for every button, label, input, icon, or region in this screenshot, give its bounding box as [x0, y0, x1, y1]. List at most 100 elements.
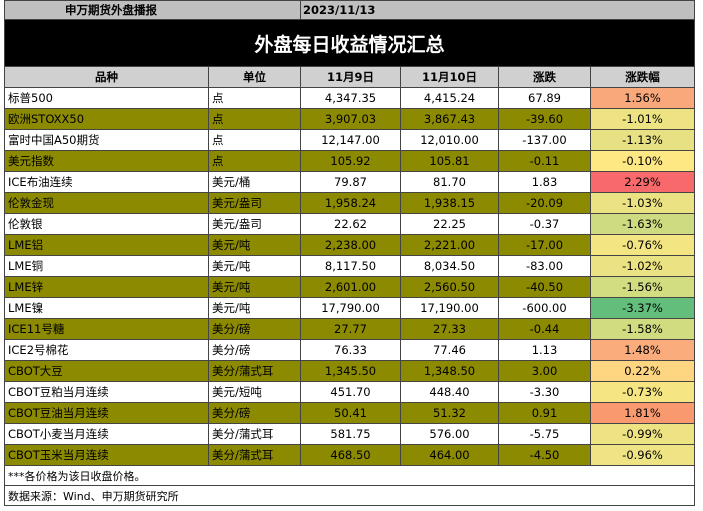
unit: 美分/磅	[208, 339, 301, 361]
change-pct: -1.13%	[589, 129, 696, 151]
change-pct: 2.29%	[589, 171, 696, 193]
unit: 美元/吨	[208, 255, 301, 277]
change-pct: 1.48%	[589, 339, 696, 361]
value-cell: 50.41	[300, 402, 401, 424]
column-header: 品种	[4, 66, 209, 88]
variety: ICE2号棉花	[4, 339, 209, 361]
change-pct: -0.73%	[589, 381, 696, 403]
value-cell: 1,348.50	[400, 360, 499, 382]
value-cell: 3,867.43	[400, 108, 499, 130]
unit: 美元/吨	[208, 234, 301, 256]
value-cell: 3,907.03	[300, 108, 401, 130]
value-cell: 3.00	[498, 360, 591, 382]
change-pct: -3.37%	[589, 297, 696, 319]
change-pct: -1.58%	[589, 318, 696, 340]
value-cell: -39.60	[498, 108, 591, 130]
variety: 富时中国A50期货	[4, 129, 209, 151]
value-cell: 17,190.00	[400, 297, 499, 319]
value-cell: 105.92	[300, 150, 401, 172]
unit: 美分/磅	[208, 402, 301, 424]
variety: CBOT豆油当月连续	[4, 402, 209, 424]
value-cell: 51.32	[400, 402, 499, 424]
value-cell: -3.30	[498, 381, 591, 403]
value-cell: 12,147.00	[300, 129, 401, 151]
note: 数据来源：Wind、申万期货研究所	[3, 485, 696, 506]
value-cell: -4.50	[498, 444, 591, 466]
unit: 美元/短吨	[208, 381, 301, 403]
value-cell: 2,601.00	[300, 276, 401, 298]
value-cell: 451.70	[300, 381, 401, 403]
value-cell: 22.62	[300, 213, 401, 235]
data-row: LME铝 美元/吨 2,238.00 2,221.00 -17.00 -0.76%	[4, 234, 696, 256]
value-cell: -17.00	[498, 234, 591, 256]
change-pct: -0.10%	[589, 150, 696, 172]
value-cell: 79.87	[300, 171, 401, 193]
variety: LME锌	[4, 276, 209, 298]
value-cell: -600.00	[498, 297, 591, 319]
column-header: 单位	[208, 66, 301, 88]
change-pct: -1.02%	[589, 255, 696, 277]
variety: ICE布油连续	[4, 171, 209, 193]
report-date: 2023/11/13	[299, 0, 696, 20]
value-cell: 17,790.00	[300, 297, 401, 319]
column-header: 涨跌	[498, 66, 591, 88]
value-cell: -0.37	[498, 213, 591, 235]
value-cell: 77.46	[400, 339, 499, 361]
value-cell: 1,938.15	[400, 192, 499, 214]
data-row: CBOT小麦当月连续 美分/蒲式耳 581.75 576.00 -5.75 -0.99%	[4, 423, 696, 445]
change-pct: -0.99%	[589, 423, 696, 445]
data-row: ICE11号糖 美分/磅 27.77 27.33 -0.44 -1.58%	[4, 318, 696, 340]
report-title: 外盘每日收益情况汇总	[3, 19, 696, 67]
value-cell: 4,415.24	[400, 87, 499, 109]
unit: 美元/盎司	[208, 192, 301, 214]
value-cell: 2,238.00	[300, 234, 401, 256]
unit: 美元/吨	[208, 297, 301, 319]
value-cell: 448.40	[400, 381, 499, 403]
data-row: 富时中国A50期货点 12,147.00 12,010.00 -137.00 -1.13…	[4, 129, 696, 151]
variety: CBOT豆粕当月连续	[4, 381, 209, 403]
value-cell: 4,347.35	[300, 87, 401, 109]
value-cell: -20.09	[498, 192, 591, 214]
value-cell: 67.89	[498, 87, 591, 109]
variety: CBOT小麦当月连续	[4, 423, 209, 445]
value-cell: -137.00	[498, 129, 591, 151]
unit: 美分/蒲式耳	[208, 444, 301, 466]
change-pct: 0.22%	[589, 360, 696, 382]
value-cell: 576.00	[400, 423, 499, 445]
note-row: ***各价格为该日收盘价格。	[3, 465, 696, 486]
data-row: ICE2号棉花 美分/磅 76.33 77.46 1.13 1.48%	[4, 339, 696, 361]
unit: 点	[208, 87, 301, 109]
value-cell: 27.33	[400, 318, 499, 340]
data-row: 欧洲STOXX50 点 3,907.03 3,867.43 -39.60 -1.01%	[4, 108, 696, 130]
note: ***各价格为该日收盘价格。	[3, 465, 696, 486]
value-cell: 8,117.50	[300, 255, 401, 277]
source-label: 申万期货外盘播报	[4, 0, 301, 20]
value-cell: 1,958.24	[300, 192, 401, 214]
report-table: 申万期货外盘播报 2023/11/13 外盘每日收益情况汇总 品种 单位 11月9日…	[3, 0, 696, 506]
change-pct: 1.81%	[589, 402, 696, 424]
data-row: LME铜 美元/吨 8,117.50 8,034.50 -83.00 -1.02%	[4, 255, 696, 277]
change-pct: -1.63%	[589, 213, 696, 235]
column-header: 11月9日	[300, 66, 401, 88]
data-row: ICE布油连续 美元/桶 79.87 81.70 1.83 2.29%	[4, 171, 696, 193]
variety: 欧洲STOXX50	[4, 108, 209, 130]
variety: LME铜	[4, 255, 209, 277]
variety: 伦敦金现	[4, 192, 209, 214]
value-cell: -83.00	[498, 255, 591, 277]
data-row: CBOT大豆 美分/蒲式耳 1,345.50 1,348.50 3.00 0.22%	[4, 360, 696, 382]
value-cell: 468.50	[300, 444, 401, 466]
data-row: CBOT豆油当月连续 美分/磅 50.41 51.32 0.91 1.81%	[4, 402, 696, 424]
value-cell: 2,221.00	[400, 234, 499, 256]
value-cell: 581.75	[300, 423, 401, 445]
change-pct: -1.03%	[589, 192, 696, 214]
value-cell: -5.75	[498, 423, 591, 445]
variety: CBOT大豆	[4, 360, 209, 382]
unit: 美元/桶	[208, 171, 301, 193]
variety: 标普500	[4, 87, 209, 109]
value-cell: 1.13	[498, 339, 591, 361]
note-row: 数据来源：Wind、申万期货研究所	[3, 485, 696, 506]
variety: LME铝	[4, 234, 209, 256]
unit: 美元/吨	[208, 276, 301, 298]
data-row: CBOT豆粕当月连续 美元/短吨 451.70 448.40 -3.30 -0.73%	[4, 381, 696, 403]
data-row: 伦敦银 美元/盎司 22.62 22.25 -0.37 -1.63%	[4, 213, 696, 235]
